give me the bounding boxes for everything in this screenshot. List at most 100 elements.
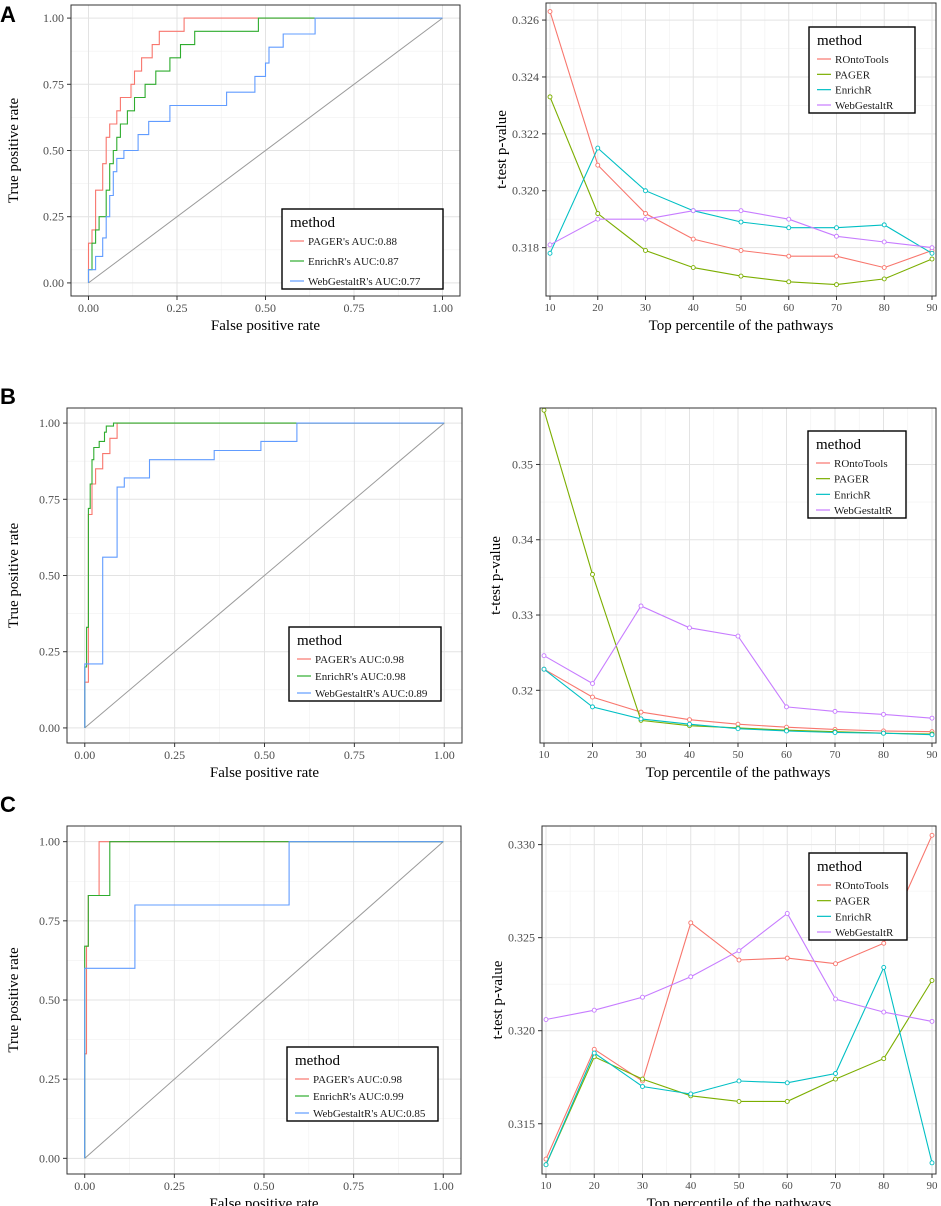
roc-b-legend-label: PAGER's AUC:0.98 (315, 654, 404, 666)
pval-c-x-tick-label: 70 (830, 1180, 842, 1192)
roc-a-y-tick-label: 0.75 (43, 77, 64, 91)
pval-b-data-point (881, 711, 886, 717)
pval-c-data-point (929, 1160, 935, 1166)
pval-a-data-point (547, 9, 553, 14)
pval-c-data-point (833, 1071, 838, 1076)
pval-b-data-point (541, 666, 547, 672)
pval-b-data-point (784, 704, 789, 710)
pval-a-x-tick-label: 30 (640, 302, 652, 314)
pval-b-x-tick-label: 10 (539, 749, 551, 761)
pval-a-x-tick-label: 80 (879, 302, 891, 314)
roc-a-diagonal-reference (88, 17, 443, 284)
pval-a-data-point (786, 279, 792, 285)
pval-c-x-tick-label: 10 (541, 1180, 553, 1192)
roc-a-series-line-2 (87, 17, 443, 283)
roc-c-y-axis-title: True positive rate (6, 947, 22, 1053)
roc-b-x-tick-label: 0.00 (74, 748, 95, 762)
pval-a-x-tick-label: 50 (736, 302, 748, 314)
roc-c-x-tick-label: 1.00 (433, 1179, 454, 1193)
roc-b-y-tick-label: 0.25 (39, 645, 60, 659)
pval-a-data-point (547, 94, 553, 100)
pval-c-data-point (784, 1098, 790, 1104)
roc-a-y-axis-title: True positive rate (6, 98, 22, 204)
pval-c-data-point (833, 996, 838, 1002)
pval-c-x-tick-label: 60 (782, 1180, 794, 1192)
pval-a-data-point (881, 239, 887, 245)
roc-a-y-tick-label: 1.00 (43, 11, 64, 25)
pval-c-x-tick-label: 30 (637, 1180, 649, 1192)
roc-c-diagonal-reference (84, 841, 444, 1159)
roc-c-x-tick-label: 0.75 (343, 1179, 364, 1193)
pval-b-legend-box (807, 430, 907, 519)
pval-c-legend: method ROntoTools PAGER EnrichR WebGestaltR (808, 852, 908, 941)
pval-a-data-point (786, 225, 792, 231)
pval-a-data-point (834, 233, 839, 239)
roc-b-x-tick-label: 1.00 (434, 748, 455, 762)
roc-a-legend: method PAGER's AUC:0.88 EnrichR's AUC:0.87… (281, 208, 444, 290)
roc-c-x-tick-label: 0.00 (74, 1179, 95, 1193)
pval-c-data-point (929, 832, 935, 838)
pval-a-data-point (690, 236, 696, 242)
pval-a-data-point (643, 211, 648, 216)
pval-c-data-point (736, 948, 742, 954)
pval-a-data-point (881, 276, 887, 282)
pval-b-legend-label: WebGestaltR (834, 505, 893, 517)
roc-c-x-axis-title: False positive rate (209, 1196, 318, 1206)
pval-c-data-point (591, 1007, 597, 1013)
pval-c-y-axis-title: t-test p-value (490, 960, 506, 1039)
pval-b-y-axis-title: t-test p-value (488, 536, 504, 615)
pval-b-x-tick-label: 40 (684, 749, 696, 761)
pval-a-x-tick-label: 90 (927, 302, 939, 314)
roc-a-legend-label: WebGestaltR's AUC:0.77 (308, 276, 421, 288)
pval-c-data-point (736, 1098, 742, 1104)
roc-a-x-axis-title: False positive rate (211, 318, 320, 334)
pval-c-data-point (929, 1018, 935, 1024)
roc-b-y-axis-title: True positive rate (6, 523, 22, 629)
pval-b-data-point (687, 717, 692, 723)
roc-b-y-tick-label: 0.75 (39, 492, 60, 506)
pval-a-data-point (547, 250, 553, 256)
pval-b-data-point (784, 728, 789, 734)
roc-c-y-tick-label: 0.25 (39, 1072, 60, 1086)
roc-b-diagonal-reference (84, 422, 445, 729)
roc-c-legend-label: WebGestaltR's AUC:0.85 (313, 1108, 426, 1120)
roc-c-y-tick-label: 0.75 (39, 914, 60, 928)
pval-b-data-point (541, 653, 547, 659)
pval-b-data-point (638, 716, 644, 722)
pval-b-data-point (638, 603, 644, 609)
pval-a-data-point (786, 216, 792, 222)
roc-c-x-tick-label: 0.25 (164, 1179, 185, 1193)
roc-c-legend-label: EnrichR's AUC:0.99 (313, 1091, 404, 1103)
pval-c-legend-box (808, 852, 908, 941)
pval-c-legend-label: PAGER (835, 896, 871, 908)
pval-b-data-point (590, 571, 595, 577)
pval-a-y-tick-label: 0.320 (512, 184, 539, 198)
roc-b-legend: method PAGER's AUC:0.98 EnrichR's AUC:0.98… (288, 626, 442, 702)
pval-b-x-tick-label: 90 (927, 749, 939, 761)
pval-b-y-tick-label: 0.33 (512, 608, 533, 622)
pval-a-data-point (834, 253, 839, 259)
pval-a-data-point (643, 188, 648, 194)
pval-c-data-point (688, 1091, 694, 1097)
pval-c-data-point (736, 1078, 742, 1084)
pval-c-data-point (640, 1076, 645, 1082)
pval-a-y-axis-title: t-test p-value (494, 110, 510, 189)
pval-a-data-point (595, 211, 601, 216)
pval-b-x-axis-title: Top percentile of the pathways (646, 765, 831, 781)
pval-c-x-tick-label: 90 (927, 1180, 939, 1192)
pval-b-x-tick-label: 70 (830, 749, 842, 761)
roc-b-series-line-3 (84, 422, 445, 728)
pval-a-data-point (690, 208, 696, 214)
roc-b-legend-box (288, 626, 442, 702)
pval-a-data-point (929, 245, 935, 251)
pval-c-y-tick-label: 0.325 (508, 931, 535, 945)
roc-c-legend: method PAGER's AUC:0.98 EnrichR's AUC:0.99… (286, 1046, 439, 1122)
pval-a-data-point (738, 208, 744, 214)
roc-a-y-tick-label: 0.25 (43, 210, 64, 224)
pval-b-data-point (590, 694, 595, 700)
pval-c-x-tick-label: 80 (878, 1180, 890, 1192)
roc-b-legend-label: WebGestaltR's AUC:0.89 (315, 688, 428, 700)
pval-a-legend: method ROntoTools PAGER EnrichR WebGestaltR (808, 26, 916, 114)
pval-b-x-tick-label: 50 (733, 749, 745, 761)
